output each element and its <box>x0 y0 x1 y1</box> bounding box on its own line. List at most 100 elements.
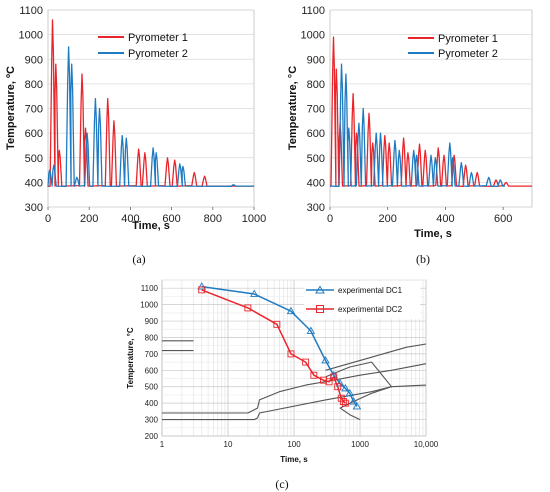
panel-a-y-tick-400: 400 <box>25 177 43 189</box>
panel-b-y-tick-400: 400 <box>307 177 325 189</box>
panel-c-point-experimental-dc2-2 <box>273 320 281 328</box>
panel-c-legend-marker-dc1 <box>315 285 325 294</box>
panel-c-line-cct-curve-6 <box>325 361 393 421</box>
panel-c-series-cct-curve-6 <box>325 361 393 421</box>
panel-a-y-tick-1100: 1100 <box>19 5 43 17</box>
panel-b-caption: (b) <box>416 252 430 266</box>
panel-b-grid <box>329 9 532 210</box>
panel-c-y-tick-1000: 1000 <box>140 301 158 310</box>
panel-b-series <box>329 36 532 187</box>
panel-c-series <box>162 282 427 421</box>
panel-b-x-tick-0: 0 <box>327 213 333 225</box>
panel-b-legend-pyrometer-1: Pyrometer 1 <box>438 33 498 45</box>
panel-c-line-cct-curve-4 <box>162 363 427 414</box>
panel-c-point-experimental-dc1-8 <box>345 388 355 397</box>
panel-b-y-tick-600: 600 <box>307 128 325 140</box>
panel-a-y-tick-600: 600 <box>25 128 43 140</box>
panel-c-tick-labels: 200 300 400 500 600 700 800 900 1000 1100 1 10 100 10… <box>140 284 439 449</box>
panel-a-y-tick-800: 800 <box>25 79 43 91</box>
panel-b-y-tick-500: 500 <box>307 153 325 165</box>
panel-c-y-axis-label: Temperature, °C <box>126 327 135 389</box>
panel-c-point-experimental-dc1-0 <box>197 282 207 290</box>
panel-b-series-pyrometer-2 <box>329 63 506 187</box>
panel-a-y-axis-label: Temperature, ºC <box>5 66 17 150</box>
panel-a-legend: Pyrometer 1 Pyrometer 2 <box>98 32 188 60</box>
panel-c-x-tick-1000: 1000 <box>351 440 369 449</box>
panel-c-point-experimental-dc1-7 <box>341 383 350 392</box>
panel-c-point-experimental-dc2-8 <box>330 373 338 381</box>
panel-c-point-experimental-dc2-11 <box>339 398 347 405</box>
panel-b-y-axis-label: Temperature, °C <box>287 66 299 150</box>
panel-c-caption: (c) <box>275 477 288 491</box>
panel-c-y-tick-300: 300 <box>145 416 159 425</box>
panel-a-y-tick-700: 700 <box>25 104 43 116</box>
panel-a-x-tick-800: 800 <box>204 213 222 225</box>
panel-b-line-pyrometer-2 <box>329 63 506 187</box>
panel-a-tick-labels: 300 400 500 600 700 800 900 1000 1100 0 200 400 600 8… <box>19 5 267 225</box>
panel-c-point-experimental-dc1-2 <box>286 306 296 315</box>
panel-c-legend-dc2: experimental DC2 <box>338 305 403 314</box>
panel-c-x-tick-10-000: 10,000 <box>414 440 439 449</box>
panel-a-x-tick-600: 600 <box>162 213 180 225</box>
panel-c-point-experimental-dc2-9 <box>334 383 342 391</box>
panel-b-y-tick-300: 300 <box>307 202 325 214</box>
panel-a-line-pyrometer-2 <box>47 46 254 187</box>
panel-b-legend-pyrometer-2: Pyrometer 2 <box>438 48 498 60</box>
panel-c-point-experimental-dc1-6 <box>335 379 345 387</box>
panel-a-series-pyrometer-2 <box>47 46 254 187</box>
panel-c-legend-marker-dc2 <box>316 305 324 313</box>
panel-c-legend: experimental DC1 experimental DC2 <box>304 281 420 319</box>
panel-a: 300 400 500 600 700 800 900 1000 1100 0 200 400 600 8… <box>5 5 266 266</box>
panel-a-y-tick-300: 300 <box>25 202 43 214</box>
panel-b-x-tick-400: 400 <box>436 213 454 225</box>
panel-b-y-tick-1000: 1000 <box>301 30 325 42</box>
panel-a-x-tick-0: 0 <box>45 213 51 225</box>
panel-c-series-experimental-dc2 <box>198 286 349 407</box>
panel-c-y-tick-1100: 1100 <box>141 284 159 293</box>
panel-c-y-tick-200: 200 <box>145 432 159 441</box>
panel-c-line-cct-curve-7 <box>325 343 427 371</box>
panel-c-point-experimental-dc2-1 <box>244 304 252 312</box>
panel-c-y-tick-600: 600 <box>145 366 159 375</box>
panel-c-point-experimental-dc2-12 <box>341 399 349 407</box>
panel-c-y-tick-900: 900 <box>145 317 159 326</box>
panel-a-x-tick-200: 200 <box>80 213 98 225</box>
panel-c-point-experimental-dc2-0 <box>198 286 206 294</box>
panel-b-legend: Pyrometer 1 Pyrometer 2 <box>408 33 498 60</box>
panel-c-legend-dc1: experimental DC1 <box>338 286 403 295</box>
panel-b-x-tick-600: 600 <box>494 213 512 225</box>
panel-a-series <box>47 19 254 187</box>
panel-c-point-experimental-dc1-9 <box>349 397 358 405</box>
panel-b-x-tick-200: 200 <box>379 213 397 225</box>
panel-b-y-tick-800: 800 <box>307 79 325 91</box>
panel-c-point-experimental-dc2-4 <box>302 358 310 366</box>
panel-c-x-tick-10: 10 <box>224 440 233 449</box>
panel-c-y-tick-400: 400 <box>145 399 159 408</box>
panel-c: 200 300 400 500 600 700 800 900 1000 1100 1 10 100 10… <box>126 279 439 491</box>
panel-c-point-experimental-dc1-10 <box>352 402 362 410</box>
panel-c-point-experimental-dc2-7 <box>325 378 333 386</box>
panel-c-y-tick-700: 700 <box>145 350 159 359</box>
panel-b-tick-labels: 300 400 500 600 700 800 900 1000 1100 0 200 400 600 <box>301 5 513 225</box>
panel-a-caption: (a) <box>132 252 145 266</box>
panel-a-x-axis-label: Time, s <box>132 220 170 232</box>
panel-c-y-tick-800: 800 <box>145 333 159 342</box>
panel-a-x-tick-400: 400 <box>121 213 139 225</box>
panel-a-y-tick-500: 500 <box>25 153 43 165</box>
panel-a-y-tick-900: 900 <box>25 54 43 66</box>
panel-a-x-tick-1000: 1000 <box>242 213 266 225</box>
panel-a-legend-pyrometer-1: Pyrometer 1 <box>128 32 188 44</box>
panel-c-point-experimental-dc1-1 <box>249 289 259 297</box>
panel-a-y-tick-1000: 1000 <box>19 30 43 42</box>
panel-c-series-cct-curve-7 <box>325 343 427 371</box>
panel-c-point-experimental-dc2-3 <box>287 350 295 358</box>
panel-c-series-cct-curve-4 <box>162 363 427 414</box>
panel-b-y-tick-1100: 1100 <box>301 5 325 17</box>
panel-a-grid <box>47 9 255 210</box>
panel-b-x-axis-label: Time, s <box>414 228 452 240</box>
panel-c-point-experimental-dc1-4 <box>321 356 330 364</box>
panel-a-legend-pyrometer-2: Pyrometer 2 <box>128 48 188 60</box>
panel-c-y-tick-500: 500 <box>145 383 159 392</box>
